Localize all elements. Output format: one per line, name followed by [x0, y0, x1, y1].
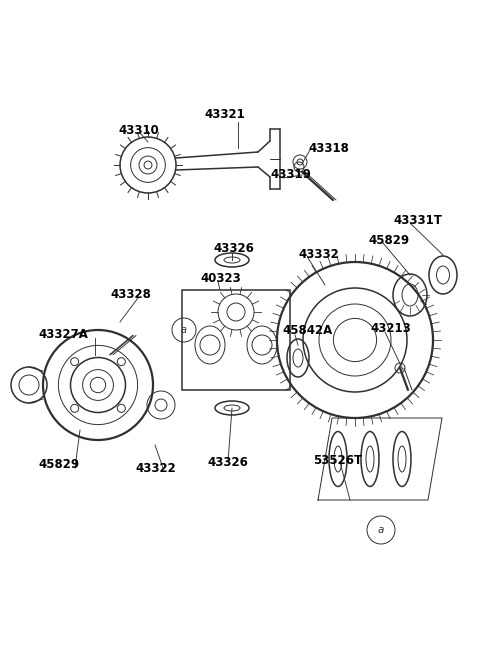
Text: 43326: 43326: [207, 455, 248, 468]
Text: 45829: 45829: [38, 458, 79, 472]
Text: 43310: 43310: [118, 124, 159, 136]
Text: 43213: 43213: [370, 322, 411, 335]
Text: 43319: 43319: [270, 168, 311, 181]
Text: a: a: [181, 325, 187, 335]
Text: 53526T: 53526T: [313, 453, 362, 466]
Text: 40323: 40323: [200, 272, 241, 284]
Text: 45829: 45829: [368, 233, 409, 246]
Text: 43328: 43328: [110, 288, 151, 301]
Text: 43332: 43332: [298, 248, 339, 261]
Text: 43321: 43321: [204, 109, 245, 121]
Text: 43331T: 43331T: [393, 214, 442, 227]
Text: 43327A: 43327A: [38, 329, 88, 341]
Text: 45842A: 45842A: [282, 324, 332, 337]
Text: 43326: 43326: [213, 242, 254, 255]
Text: 43318: 43318: [308, 141, 349, 155]
Text: a: a: [378, 525, 384, 535]
Text: 43322: 43322: [135, 462, 176, 474]
Bar: [182, 290, 290, 390]
